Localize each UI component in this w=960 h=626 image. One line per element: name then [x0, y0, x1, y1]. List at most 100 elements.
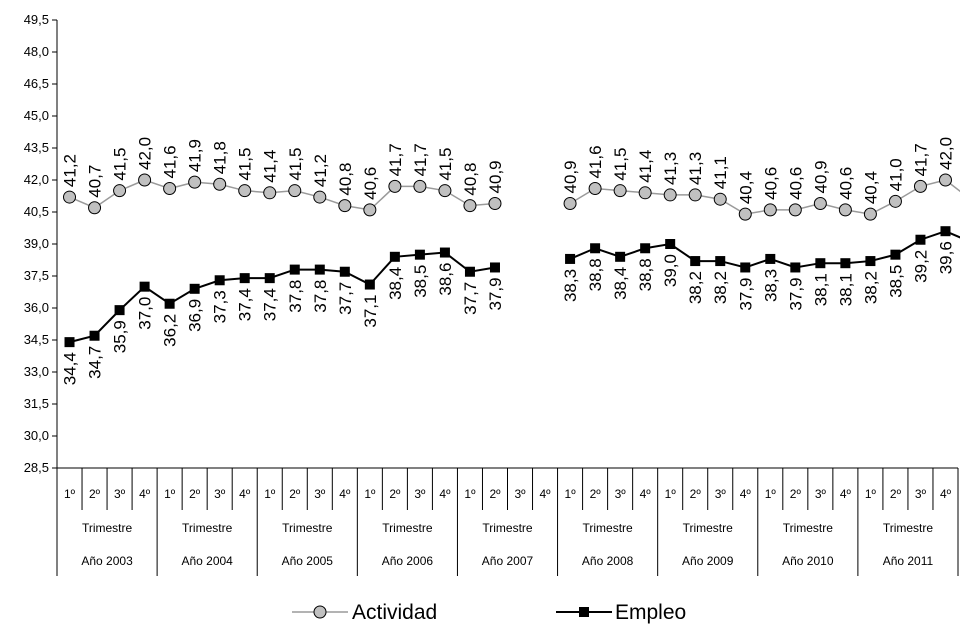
data-point [89, 330, 100, 341]
legend-label-empleo: Empleo [615, 601, 686, 624]
legend-label-actividad: Actividad [352, 601, 437, 624]
data-point [765, 253, 776, 264]
data-label-empleo: 38,5 [411, 265, 430, 298]
period-label: Trimestre [282, 521, 333, 535]
period-label: Trimestre [482, 521, 533, 535]
quarter-label: 2º [890, 487, 902, 501]
data-label-empleo: 37,4 [261, 288, 280, 321]
legend: Actividad Empleo [292, 601, 686, 624]
data-point [715, 256, 726, 267]
data-point [488, 196, 502, 210]
period-label: Trimestre [82, 521, 133, 535]
data-label-actividad: 41,0 [886, 158, 905, 191]
data-label-actividad: 40,6 [836, 167, 855, 200]
quarter-label: 1º [164, 487, 176, 501]
data-point [813, 196, 827, 210]
data-label-actividad: 40,9 [486, 160, 505, 193]
data-label-actividad: 41,9 [186, 139, 205, 172]
quarter-label: 1º [464, 487, 476, 501]
data-point [815, 258, 826, 269]
data-point [114, 305, 125, 316]
data-label-actividad: 42,0 [136, 137, 155, 170]
data-label-empleo: 38,6 [436, 263, 455, 296]
data-label-actividad: 41,7 [911, 143, 930, 176]
y-tick-label: 28,5 [24, 460, 49, 475]
quarter-label: 2º [790, 487, 802, 501]
data-label-empleo: 36,2 [161, 314, 180, 347]
data-point [63, 190, 77, 204]
data-label-empleo: 34,4 [61, 352, 80, 385]
data-label-actividad: 41,7 [411, 143, 430, 176]
quarter-label: 3º [114, 487, 126, 501]
data-label-empleo: 35,9 [111, 320, 130, 353]
data-label-empleo: 34,7 [86, 346, 105, 379]
quarter-label: 4º [439, 487, 451, 501]
year-label: Año 2004 [181, 554, 233, 568]
y-tick-label: 48,0 [24, 44, 49, 59]
y-tick-label: 36,0 [24, 300, 49, 315]
data-point [214, 275, 225, 286]
data-point [464, 266, 475, 277]
y-tick-label: 40,5 [24, 204, 49, 219]
data-point [439, 247, 450, 258]
series-actividad [63, 173, 960, 221]
quarter-label: 2º [690, 487, 702, 501]
year-label: Año 2007 [482, 554, 534, 568]
data-point [913, 179, 927, 193]
data-label-empleo: 38,8 [586, 258, 605, 291]
series-empleo [64, 226, 960, 348]
period-label: Trimestre [582, 521, 633, 535]
data-label-empleo: 37,1 [361, 295, 380, 328]
data-label-empleo: 37,9 [486, 277, 505, 310]
data-label-empleo: 39,0 [661, 254, 680, 287]
data-label-actividad: 41,5 [611, 148, 630, 181]
data-point [640, 243, 651, 254]
data-label-empleo: 38,8 [636, 258, 655, 291]
data-point [313, 190, 327, 204]
data-label-actividad: 40,9 [561, 160, 580, 193]
year-label: Año 2010 [782, 554, 834, 568]
data-label-empleo: 39,2 [911, 250, 930, 283]
quarter-label: 4º [339, 487, 351, 501]
data-point [665, 239, 676, 249]
data-point [738, 207, 752, 221]
data-point [489, 262, 500, 273]
data-label-empleo: 38,2 [686, 271, 705, 304]
data-point [763, 203, 777, 217]
data-point [615, 251, 626, 262]
y-tick-label: 45,0 [24, 108, 49, 123]
data-point [788, 203, 802, 217]
data-point [563, 196, 577, 210]
data-label-actividad: 41,1 [711, 156, 730, 189]
data-point [189, 283, 200, 294]
data-point [565, 253, 576, 264]
y-tick-label: 31,5 [24, 396, 49, 411]
data-label-empleo: 38,1 [811, 273, 830, 306]
data-point [339, 266, 350, 277]
quarter-label: 4º [940, 487, 952, 501]
data-label-empleo: 37,7 [461, 282, 480, 315]
y-tick-label: 43,5 [24, 140, 49, 155]
data-label-actividad: 42,0 [936, 137, 955, 170]
quarter-label: 2º [489, 487, 501, 501]
data-point [588, 182, 602, 196]
data-label-empleo: 37,8 [286, 280, 305, 313]
data-label-empleo: 37,4 [236, 288, 255, 321]
y-tick-label: 33,0 [24, 364, 49, 379]
quarter-label: 3º [615, 487, 627, 501]
data-labels: 41,2 40,7 41,5 42,0 41,6 41,9 41,8 41,5 41,4 41,5… [61, 137, 956, 385]
data-point [840, 258, 851, 269]
data-label-actividad: 40,6 [361, 167, 380, 200]
data-point [213, 177, 227, 191]
y-tick-label: 37,5 [24, 268, 49, 283]
quarter-label: 3º [715, 487, 727, 501]
data-point [940, 226, 951, 237]
y-tick-label: 39,0 [24, 236, 49, 251]
data-point [663, 188, 677, 202]
data-point [688, 188, 702, 202]
quarter-label: 2º [89, 487, 101, 501]
quarter-label: 4º [139, 487, 151, 501]
axes: 49,5 48,0 46,5 45,0 43,5 42,0 40,5 39,0 37,5 36,0… [24, 12, 958, 475]
data-point [338, 199, 352, 213]
data-label-empleo: 37,9 [786, 277, 805, 310]
